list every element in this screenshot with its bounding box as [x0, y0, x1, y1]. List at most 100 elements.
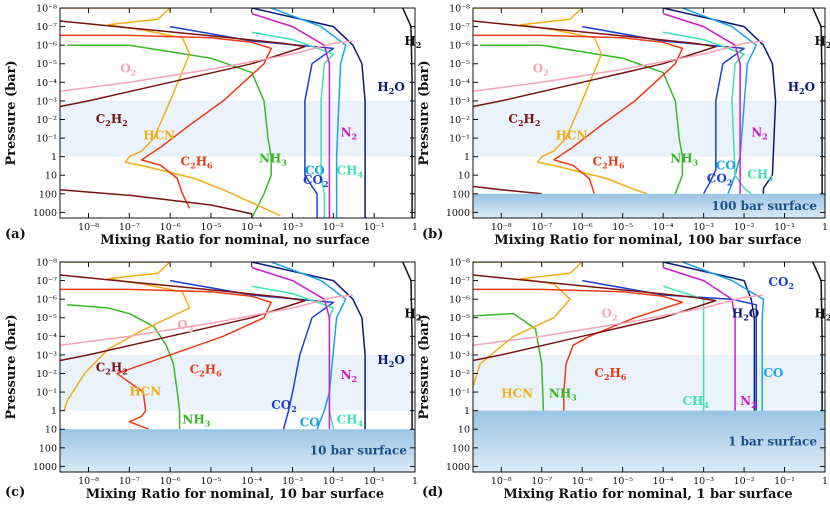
species-label-n2: N2	[751, 125, 768, 141]
series-line-ch4	[662, 285, 705, 411]
species-label-c2h2: C2H2	[96, 361, 128, 377]
y-tick-label: 10⁻⁴	[449, 78, 470, 89]
series-line-h2o	[251, 262, 366, 430]
series-line-c2h2	[60, 20, 306, 108]
y-tick-label: 10⁻³	[36, 350, 57, 361]
series-group	[473, 262, 823, 411]
y-tick-label: 10⁻⁸	[36, 4, 57, 15]
species-label-hcn: HCN	[556, 129, 588, 143]
x-axis-label: Mixing Ratio for nominal, 10 bar surface	[86, 487, 384, 502]
series-line-co	[270, 8, 347, 218]
series-line-o2	[60, 294, 353, 346]
species-label-nh3: NH3	[549, 387, 577, 403]
y-tick-label: 1000	[446, 208, 470, 219]
series-line-o2	[60, 40, 353, 92]
y-axis-label: Pressure (bar)	[417, 60, 432, 165]
y-tick-label: 10⁻⁵	[449, 313, 470, 324]
y-tick-label: 10⁻²	[449, 369, 470, 380]
species-label-h2o: H2O	[788, 80, 815, 96]
species-label-co: CO	[300, 415, 320, 429]
x-tick-label: 10⁻³	[282, 222, 303, 233]
series-line-c2h2_deep	[60, 188, 252, 215]
species-label-c2h6: C2H6	[594, 366, 626, 382]
species-label-n2: N2	[740, 394, 757, 410]
x-tick-label: 10⁻¹	[774, 476, 795, 487]
x-tick-label: 10⁻¹	[774, 222, 795, 233]
series-line-nh3	[67, 44, 272, 218]
series-line-hcn	[473, 262, 583, 387]
plot-frame	[472, 261, 826, 473]
species-label-c2h6: C2H6	[190, 362, 222, 378]
series-line-c2h2	[60, 274, 306, 362]
panel-label: (d)	[422, 485, 443, 500]
x-tick-label: 10⁻⁵	[200, 222, 221, 233]
y-tick-label: 10⁻⁸	[449, 4, 470, 15]
series-line-o2	[473, 294, 764, 346]
series-line-co	[270, 262, 347, 430]
x-tick-label: 10⁻²	[323, 222, 344, 233]
y-tick-label: 10⁻⁴	[36, 332, 57, 343]
panel-d: 1 bar surface 10⁻⁸ 10⁻⁷ 10⁻⁶ 10⁻⁵ 10⁻⁴ 10⁻³ 10⁻…	[417, 258, 830, 503]
x-tick-label: 10⁻⁸	[491, 476, 512, 487]
series-line-hcn	[60, 8, 281, 217]
series-line-n2	[251, 266, 331, 430]
pressure-band	[60, 354, 415, 411]
x-tick-label: 1	[822, 476, 828, 487]
series-line-hcn	[473, 8, 648, 195]
y-tick-label: 1	[51, 406, 57, 417]
x-tick-label: 10⁻⁸	[491, 222, 512, 233]
x-tick-label: 10⁻⁸	[78, 476, 99, 487]
species-label-co: CO	[763, 366, 783, 380]
y-tick-label: 1000	[446, 462, 470, 473]
y-tick-label: 10⁻²	[36, 369, 57, 380]
x-tick-label: 10⁻⁴	[241, 222, 262, 233]
x-tick-label: 10⁻²	[323, 476, 344, 487]
species-label-c2h2: C2H2	[96, 112, 128, 128]
y-tick-label: 10⁻⁷	[449, 22, 470, 33]
y-tick-label: 10⁻⁶	[449, 295, 470, 306]
plot-frame	[59, 7, 416, 219]
y-tick-label: 100	[452, 189, 470, 200]
series-line-n2	[662, 12, 741, 194]
x-tick-label: 10⁻⁷	[119, 476, 140, 487]
y-tick-label: 10⁻⁸	[36, 258, 57, 269]
series-group	[60, 8, 413, 218]
x-tick-label: 10⁻⁵	[200, 476, 221, 487]
surface-label: 10 bar surface	[310, 444, 408, 458]
y-tick-label: 10⁻²	[36, 115, 57, 126]
y-tick-label: 10⁻¹	[36, 388, 57, 399]
series-line-nh3	[67, 304, 181, 430]
x-tick-label: 10⁻⁶	[572, 222, 593, 233]
y-tick-label: 10⁻¹	[449, 134, 470, 145]
series-group	[473, 8, 823, 195]
x-tick-label: 10⁻²	[734, 476, 755, 487]
series-line-c2h6	[473, 288, 684, 411]
x-tick-label: 10⁻⁶	[160, 222, 181, 233]
x-tick-label: 10⁻⁴	[653, 476, 674, 487]
y-axis-label: Pressure (bar)	[4, 314, 19, 419]
x-axis-label: Mixing Ratio for nominal, no surface	[100, 233, 370, 248]
x-tick-label: 10⁻³	[693, 222, 714, 233]
species-label-co: CO	[716, 159, 736, 173]
series-line-h2o	[662, 262, 756, 411]
y-tick-label: 10	[458, 425, 470, 436]
series-line-c2h2	[473, 20, 717, 108]
x-tick-label: 10⁻⁴	[241, 476, 262, 487]
species-label-co2: CO2	[303, 173, 329, 189]
surface-region	[473, 410, 825, 472]
x-tick-label: 10⁻⁵	[612, 222, 633, 233]
panel-label: (b)	[422, 227, 443, 242]
species-label-ch4: CH4	[337, 413, 364, 429]
species-label-nh3: NH3	[182, 413, 210, 429]
x-tick-label: 10⁻³	[693, 476, 714, 487]
y-tick-label: 10⁻⁴	[36, 78, 57, 89]
y-tick-label: 100	[452, 443, 470, 454]
y-tick-label: 10⁻⁵	[449, 59, 470, 70]
y-tick-label: 1	[464, 152, 470, 163]
x-tick-label: 1	[822, 222, 828, 233]
y-tick-label: 10⁻³	[449, 96, 470, 107]
series-line-c2h2	[473, 274, 717, 362]
y-tick-label: 10⁻⁶	[449, 41, 470, 52]
y-tick-label: 10⁻³	[449, 350, 470, 361]
